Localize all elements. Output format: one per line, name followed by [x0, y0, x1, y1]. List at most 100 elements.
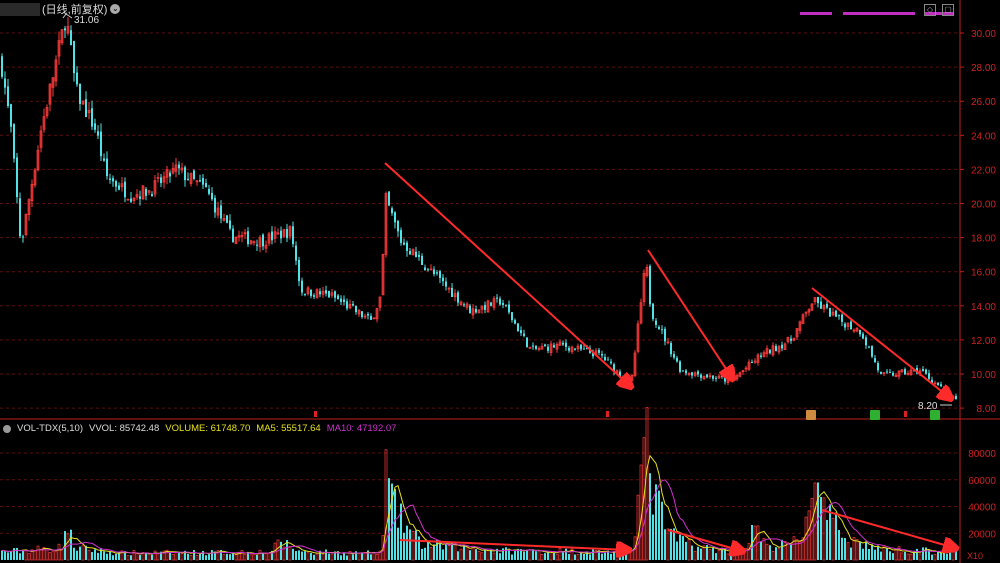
candle-up — [753, 360, 757, 363]
candle-down — [826, 303, 828, 308]
volume-bar — [7, 552, 9, 560]
candle-down — [328, 290, 330, 298]
volume-bar — [214, 551, 216, 560]
candle-down — [115, 181, 117, 187]
ma5-value: MA5: 55517.64 — [256, 423, 321, 434]
candle-up — [756, 354, 760, 363]
candle-down — [10, 104, 12, 127]
volume-bar — [826, 519, 828, 560]
candle-up — [459, 301, 463, 305]
price-tick-label: 30.00 — [971, 29, 996, 40]
square-icon[interactable]: ▢ — [942, 4, 954, 16]
volume-bar — [288, 546, 292, 561]
volume-bar — [45, 549, 49, 561]
volume-bar — [94, 549, 96, 560]
candle-down — [439, 271, 441, 278]
candle-up — [54, 59, 58, 82]
volume-bar — [505, 547, 507, 560]
volume-bar — [496, 548, 498, 560]
candle-down — [697, 371, 699, 375]
volume-bar — [693, 550, 697, 561]
candle-up — [453, 293, 457, 298]
price-tick-label: 14.00 — [971, 302, 996, 313]
volume-bar — [852, 537, 856, 561]
settings-dot-icon[interactable] — [3, 424, 11, 433]
volume-bar — [442, 549, 444, 560]
candle-down — [544, 344, 546, 347]
candle-up — [288, 226, 292, 237]
candle-up — [810, 303, 814, 311]
volume-bar — [424, 547, 426, 560]
volume-bar — [439, 540, 441, 560]
diamond-icon[interactable]: ◇ — [924, 4, 936, 16]
volume-bar — [499, 553, 501, 560]
volume-bar — [492, 552, 496, 561]
volume-bar — [909, 553, 913, 561]
volume-bar — [486, 550, 490, 561]
candle-up — [528, 346, 532, 349]
candle-up — [708, 375, 712, 378]
candle-down — [19, 198, 21, 237]
candle-down — [841, 314, 843, 322]
volume-bar — [846, 542, 850, 561]
vol-arrow-1 — [399, 539, 628, 550]
volume-bar — [753, 525, 757, 561]
volume-bar — [471, 547, 475, 561]
volume-bar — [613, 551, 615, 560]
volume-bars — [1, 407, 957, 561]
volume-bar — [813, 482, 817, 561]
candle-up — [480, 305, 484, 310]
candle-down — [13, 124, 15, 159]
candle-up — [540, 346, 544, 350]
candle-up — [258, 237, 262, 248]
volume-bar — [610, 553, 612, 560]
price-tick-label: 28.00 — [971, 63, 996, 74]
period-label[interactable]: (日线,前复权) — [42, 4, 108, 16]
candle-up — [537, 348, 541, 350]
volume-bar — [664, 529, 666, 560]
volume-ma-lines — [1, 454, 957, 555]
candle-down — [457, 292, 459, 303]
candle-down — [184, 167, 186, 181]
volume-bar — [346, 555, 348, 560]
volume-bar — [652, 514, 654, 560]
candle-down — [820, 301, 822, 309]
price-tick-label: 12.00 — [971, 336, 996, 347]
candle-up — [846, 322, 850, 327]
volume-bar — [13, 548, 15, 560]
candle-down — [103, 158, 105, 161]
candle-up — [762, 352, 766, 357]
volume-bar — [598, 550, 600, 560]
ma10-line — [1, 479, 957, 555]
candle-down — [280, 230, 282, 239]
candle-up — [30, 183, 34, 202]
volume-bar — [645, 407, 649, 561]
candle-down — [700, 374, 702, 378]
max-price-label: 31.06 — [74, 15, 99, 26]
volume-bar — [87, 549, 91, 561]
volume-bar — [243, 553, 247, 561]
volume-bar — [271, 550, 273, 560]
volume-bar — [394, 488, 396, 560]
volume-bar — [649, 473, 651, 560]
vol-indicator-name[interactable]: VOL-TDX(5,10) — [17, 423, 83, 434]
volume-bar — [132, 550, 136, 561]
volume-bar — [831, 517, 835, 561]
volume-bar — [781, 539, 783, 560]
volume-bar — [264, 553, 268, 561]
volume-bar — [697, 546, 699, 560]
candle-down — [874, 358, 876, 362]
volume-bar — [66, 533, 70, 561]
volume-bar — [355, 551, 357, 560]
candle-down — [946, 387, 948, 393]
candle-down — [574, 348, 576, 350]
volume-bar — [636, 494, 640, 561]
candle-down — [76, 72, 78, 85]
candle-down — [583, 348, 585, 350]
volume-bar — [262, 552, 264, 560]
volume-bar — [835, 512, 837, 560]
candle-down — [937, 382, 939, 386]
candle-up — [27, 199, 31, 216]
chevron-down-icon[interactable]: ⌄ — [110, 4, 121, 14]
